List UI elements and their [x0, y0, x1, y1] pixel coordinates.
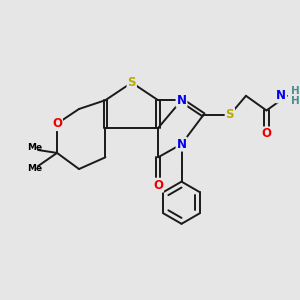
Text: O: O [262, 128, 272, 140]
Text: Me: Me [27, 143, 42, 152]
Text: H: H [291, 85, 299, 95]
Text: H: H [291, 96, 299, 106]
Text: S: S [128, 76, 136, 89]
Text: N: N [176, 138, 187, 151]
Text: O: O [153, 178, 163, 192]
Text: Me: Me [27, 164, 42, 173]
Text: S: S [226, 108, 234, 122]
Text: N: N [276, 89, 286, 102]
Text: N: N [176, 94, 187, 107]
Text: O: O [52, 117, 62, 130]
